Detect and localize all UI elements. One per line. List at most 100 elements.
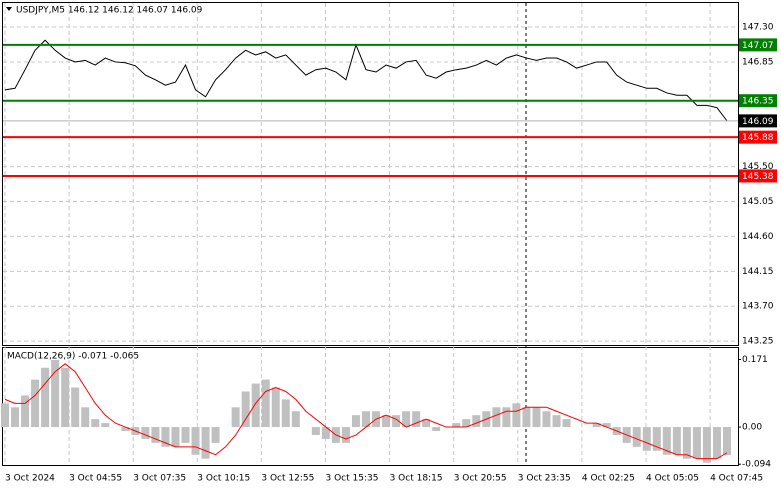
macd-bar <box>241 391 250 428</box>
macd-bar <box>151 427 160 443</box>
x-tick-label: 3 Oct 10:15 <box>197 474 250 484</box>
macd-bar <box>462 419 471 428</box>
x-tick-label: 4 Oct 02:25 <box>582 474 635 484</box>
macd-bar <box>652 427 661 451</box>
macd-bar <box>321 427 330 439</box>
macd-bar <box>412 411 421 428</box>
macd-bar <box>311 427 320 435</box>
y-tick-label: 0.00 <box>742 423 762 433</box>
x-tick-label: 3 Oct 2024 <box>5 474 55 484</box>
y-tick-label: 143.25 <box>742 337 774 347</box>
macd-bar <box>121 427 130 432</box>
macd-bar <box>201 427 210 459</box>
macd-bar <box>672 427 681 455</box>
macd-bar <box>261 379 270 428</box>
y-tick-label: 0.171 <box>742 355 768 365</box>
macd-bar <box>402 411 411 428</box>
macd-bar <box>592 423 601 428</box>
macd-bar <box>362 411 370 428</box>
chart-title: USDJPY,M5 146.12 146.12 146.07 146.09 <box>16 6 203 16</box>
y-tick-label: 143.70 <box>742 302 774 312</box>
macd-bar <box>522 407 531 428</box>
price-badge-label: 145.38 <box>742 172 774 182</box>
x-tick-label: 4 Oct 05:05 <box>646 474 699 484</box>
y-tick-label: 146.85 <box>742 57 774 67</box>
x-tick-label: 3 Oct 12:55 <box>261 474 314 484</box>
macd-bar <box>341 427 350 443</box>
price-badge-label: 145.88 <box>742 133 774 143</box>
x-tick-label: 3 Oct 07:35 <box>133 474 186 484</box>
macd-bar <box>81 407 90 428</box>
macd-panel-frame <box>2 347 739 466</box>
macd-bar <box>71 387 80 428</box>
macd-bar <box>432 427 441 432</box>
macd-bar <box>682 427 691 459</box>
macd-bar <box>171 427 180 447</box>
y-tick-label: 147.30 <box>742 23 774 33</box>
macd-bar <box>51 359 60 428</box>
macd-bar <box>552 415 561 428</box>
macd-bar <box>21 395 30 428</box>
macd-bar <box>291 411 300 428</box>
macd-bar <box>502 407 511 428</box>
macd-bar <box>632 427 641 447</box>
macd-bar <box>141 427 150 439</box>
macd-bar <box>472 415 481 428</box>
macd-bar <box>1 403 9 428</box>
macd-bar <box>422 419 431 428</box>
x-tick-label: 4 Oct 07:45 <box>710 474 763 484</box>
macd-bar <box>542 411 551 428</box>
macd-bar <box>281 399 290 428</box>
x-tick-label: 3 Oct 15:35 <box>326 474 379 484</box>
macd-bar <box>382 415 391 428</box>
macd-title: MACD(12,26,9) -0.071 -0.065 <box>7 352 139 362</box>
macd-bar <box>41 367 50 428</box>
signal-line <box>4 363 728 460</box>
price-badge <box>739 114 777 128</box>
macd-bar <box>101 423 110 428</box>
y-tick-label: -0.094 <box>742 460 771 470</box>
x-tick-label: 3 Oct 18:15 <box>390 474 443 484</box>
x-tick-label: 3 Oct 23:35 <box>518 474 571 484</box>
y-tick-label: 145.50 <box>742 162 774 172</box>
y-tick-label: 145.05 <box>742 197 774 207</box>
macd-bar <box>723 427 731 456</box>
x-tick-label: 3 Oct 20:55 <box>454 474 507 484</box>
price-badge-label: 147.07 <box>742 41 774 51</box>
macd-bar <box>602 423 611 428</box>
macd-bar <box>452 423 461 428</box>
macd-bar <box>562 419 571 428</box>
macd-bar <box>191 427 200 455</box>
macd-bar <box>512 403 521 428</box>
price-line <box>4 39 728 122</box>
y-tick-label: 144.60 <box>742 232 774 242</box>
macd-bar <box>251 383 260 428</box>
price-badge-label: 146.35 <box>742 97 774 107</box>
dropdown-icon <box>6 7 12 11</box>
macd-bar <box>351 415 360 428</box>
macd-bar <box>642 427 651 451</box>
price-badge <box>739 38 777 52</box>
macd-bar <box>211 427 220 443</box>
macd-bar <box>662 427 671 455</box>
macd-bar <box>31 379 40 428</box>
price-badge <box>739 130 777 144</box>
macd-bar <box>692 427 701 459</box>
macd-bar <box>181 427 190 443</box>
macd-bar <box>91 419 100 428</box>
macd-bar <box>231 407 240 428</box>
price-badge <box>739 94 777 108</box>
macd-bar <box>702 427 711 463</box>
macd-bar <box>392 415 401 428</box>
y-tick-label: 144.15 <box>742 267 774 277</box>
price-badge-label: 146.09 <box>742 117 774 127</box>
price-badge <box>739 169 777 183</box>
x-tick-label: 3 Oct 04:55 <box>69 474 122 484</box>
macd-bar <box>492 407 501 428</box>
price-panel-frame <box>2 2 739 346</box>
macd-bar <box>61 367 70 428</box>
macd-bar <box>712 427 721 459</box>
macd-bar <box>271 387 280 428</box>
macd-bar <box>161 427 170 447</box>
